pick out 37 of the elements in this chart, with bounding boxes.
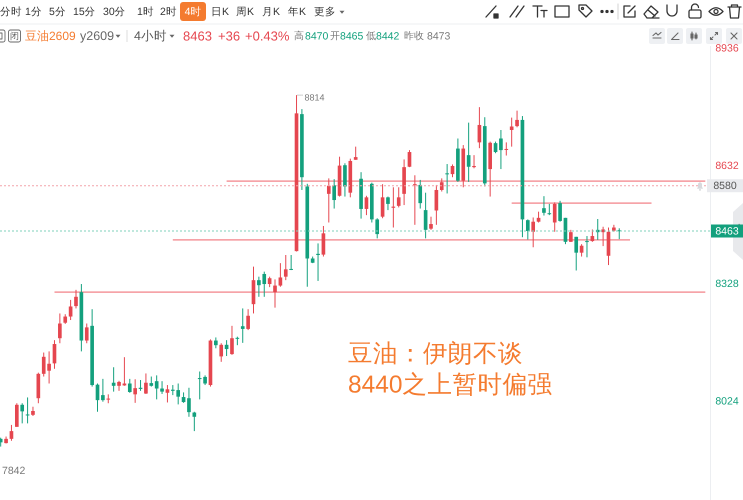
text: +36 bbox=[218, 28, 240, 44]
text: 8463 bbox=[183, 28, 212, 44]
text: 月K bbox=[262, 6, 280, 18]
text: 8442 bbox=[376, 30, 400, 42]
text: 1时 bbox=[137, 5, 154, 18]
y-tick-label: 8632 bbox=[715, 160, 739, 172]
text: 日K bbox=[211, 6, 230, 18]
text: 8473 bbox=[427, 30, 451, 42]
text: 8465 bbox=[340, 30, 364, 42]
annotation: 8814 bbox=[304, 92, 325, 103]
text: 周K bbox=[236, 6, 254, 18]
annotation: 8440之上暂时偏强 bbox=[348, 370, 553, 398]
text: 2时 bbox=[160, 5, 177, 18]
text: 开 bbox=[330, 31, 340, 42]
text: 低 bbox=[366, 31, 376, 42]
y-tick-label: 8936 bbox=[715, 42, 739, 54]
text: 昨收 bbox=[404, 30, 424, 42]
text: 8470 bbox=[305, 30, 329, 42]
text: 分时 bbox=[0, 5, 22, 18]
text: 5分 bbox=[49, 6, 66, 18]
text: 高 bbox=[294, 30, 304, 42]
text: 更多 bbox=[314, 6, 336, 18]
text: 4小时 bbox=[134, 29, 167, 43]
annotation: 7842 bbox=[2, 465, 26, 477]
text: +0.43% bbox=[245, 28, 290, 44]
y-tick-label: 8024 bbox=[715, 395, 739, 408]
chart-title: 豆油2609 bbox=[25, 29, 76, 43]
y-tick-label: 8328 bbox=[715, 278, 739, 290]
text: 1分 bbox=[25, 6, 42, 18]
text: 4时 bbox=[184, 5, 202, 18]
annotation: 豆油：伊朗不谈 bbox=[348, 340, 523, 368]
chart-subtitle: y2609 bbox=[80, 29, 114, 43]
text: 30分 bbox=[103, 6, 126, 18]
ref-line-label: 8463 bbox=[715, 226, 739, 238]
text: 年K bbox=[288, 6, 306, 18]
ref-line-label: 8580 bbox=[713, 180, 737, 192]
text: 15分 bbox=[73, 6, 96, 18]
